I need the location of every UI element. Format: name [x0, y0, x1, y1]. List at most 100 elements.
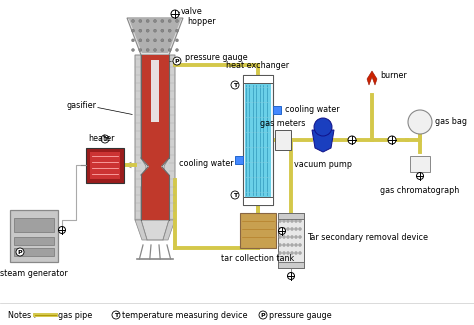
- Polygon shape: [367, 71, 377, 85]
- Text: gas pipe: gas pipe: [58, 310, 92, 319]
- Circle shape: [173, 57, 181, 65]
- Bar: [86, 148, 124, 183]
- Text: P: P: [18, 250, 22, 255]
- Circle shape: [291, 252, 293, 254]
- Text: T: T: [114, 313, 118, 318]
- Polygon shape: [312, 130, 334, 152]
- Circle shape: [286, 252, 290, 254]
- Circle shape: [294, 227, 298, 230]
- Bar: [278, 213, 304, 268]
- Circle shape: [146, 48, 149, 51]
- Polygon shape: [163, 220, 175, 240]
- Bar: [141, 175, 169, 220]
- Bar: [273, 106, 281, 114]
- Circle shape: [259, 311, 267, 319]
- Circle shape: [16, 248, 24, 256]
- Circle shape: [161, 29, 164, 32]
- Circle shape: [283, 236, 285, 239]
- Circle shape: [146, 39, 149, 42]
- Circle shape: [154, 20, 156, 22]
- Circle shape: [131, 39, 135, 42]
- Circle shape: [231, 81, 239, 89]
- Bar: [10, 210, 58, 262]
- Polygon shape: [135, 220, 147, 240]
- Text: steam generator: steam generator: [0, 269, 68, 278]
- Bar: [14, 218, 54, 232]
- Circle shape: [175, 29, 179, 32]
- Circle shape: [279, 227, 285, 235]
- Circle shape: [294, 252, 298, 254]
- Circle shape: [299, 252, 301, 254]
- Circle shape: [348, 136, 356, 144]
- Text: Notes :: Notes :: [8, 310, 36, 319]
- Circle shape: [139, 48, 142, 51]
- Circle shape: [417, 173, 423, 179]
- Bar: [14, 248, 54, 256]
- Circle shape: [231, 191, 239, 199]
- Circle shape: [299, 227, 301, 230]
- Bar: [410, 156, 430, 172]
- Circle shape: [171, 10, 179, 18]
- Bar: [240, 213, 276, 248]
- Circle shape: [286, 243, 290, 246]
- Text: valve: valve: [181, 7, 203, 17]
- Circle shape: [294, 219, 298, 223]
- Bar: [141, 55, 169, 158]
- Circle shape: [314, 118, 332, 136]
- Text: P: P: [261, 313, 265, 318]
- Circle shape: [161, 39, 164, 42]
- Bar: [151, 60, 159, 122]
- Circle shape: [283, 227, 285, 230]
- Circle shape: [294, 243, 298, 246]
- Bar: [14, 237, 54, 245]
- Circle shape: [154, 48, 156, 51]
- Circle shape: [154, 29, 156, 32]
- Circle shape: [283, 252, 285, 254]
- Circle shape: [168, 20, 171, 22]
- Bar: [278, 213, 304, 219]
- Circle shape: [288, 272, 294, 280]
- Polygon shape: [135, 55, 146, 220]
- Circle shape: [131, 48, 135, 51]
- Circle shape: [408, 110, 432, 134]
- Text: P: P: [175, 59, 179, 64]
- Bar: [245, 83, 271, 197]
- Circle shape: [58, 227, 65, 233]
- Text: tar collection tank: tar collection tank: [221, 254, 295, 263]
- Text: T: T: [103, 137, 107, 142]
- Text: temperature measuring device: temperature measuring device: [122, 310, 247, 319]
- Text: vacuum pump: vacuum pump: [294, 160, 352, 169]
- Circle shape: [146, 20, 149, 22]
- Text: Tar secondary removal device: Tar secondary removal device: [307, 233, 428, 242]
- Circle shape: [291, 236, 293, 239]
- Circle shape: [283, 243, 285, 246]
- Text: gas meters: gas meters: [260, 119, 306, 128]
- Text: T: T: [233, 193, 237, 198]
- Circle shape: [139, 29, 142, 32]
- Circle shape: [168, 29, 171, 32]
- Bar: [235, 156, 243, 164]
- Text: gas chromatograph: gas chromatograph: [380, 186, 460, 195]
- Circle shape: [279, 252, 282, 254]
- Circle shape: [101, 135, 109, 143]
- Circle shape: [131, 29, 135, 32]
- Polygon shape: [127, 18, 183, 55]
- Circle shape: [279, 236, 282, 239]
- Text: hopper: hopper: [187, 18, 216, 27]
- Circle shape: [161, 20, 164, 22]
- Circle shape: [175, 48, 179, 51]
- Text: cooling water: cooling water: [179, 160, 234, 168]
- Text: pressure gauge: pressure gauge: [185, 53, 247, 61]
- Text: pressure gauge: pressure gauge: [269, 310, 332, 319]
- Circle shape: [175, 39, 179, 42]
- Circle shape: [286, 236, 290, 239]
- Polygon shape: [129, 19, 181, 53]
- Circle shape: [139, 20, 142, 22]
- Circle shape: [283, 219, 285, 223]
- Bar: [278, 262, 304, 268]
- Polygon shape: [141, 220, 169, 240]
- Circle shape: [161, 48, 164, 51]
- Circle shape: [146, 29, 149, 32]
- Bar: [90, 152, 120, 179]
- Polygon shape: [141, 158, 169, 175]
